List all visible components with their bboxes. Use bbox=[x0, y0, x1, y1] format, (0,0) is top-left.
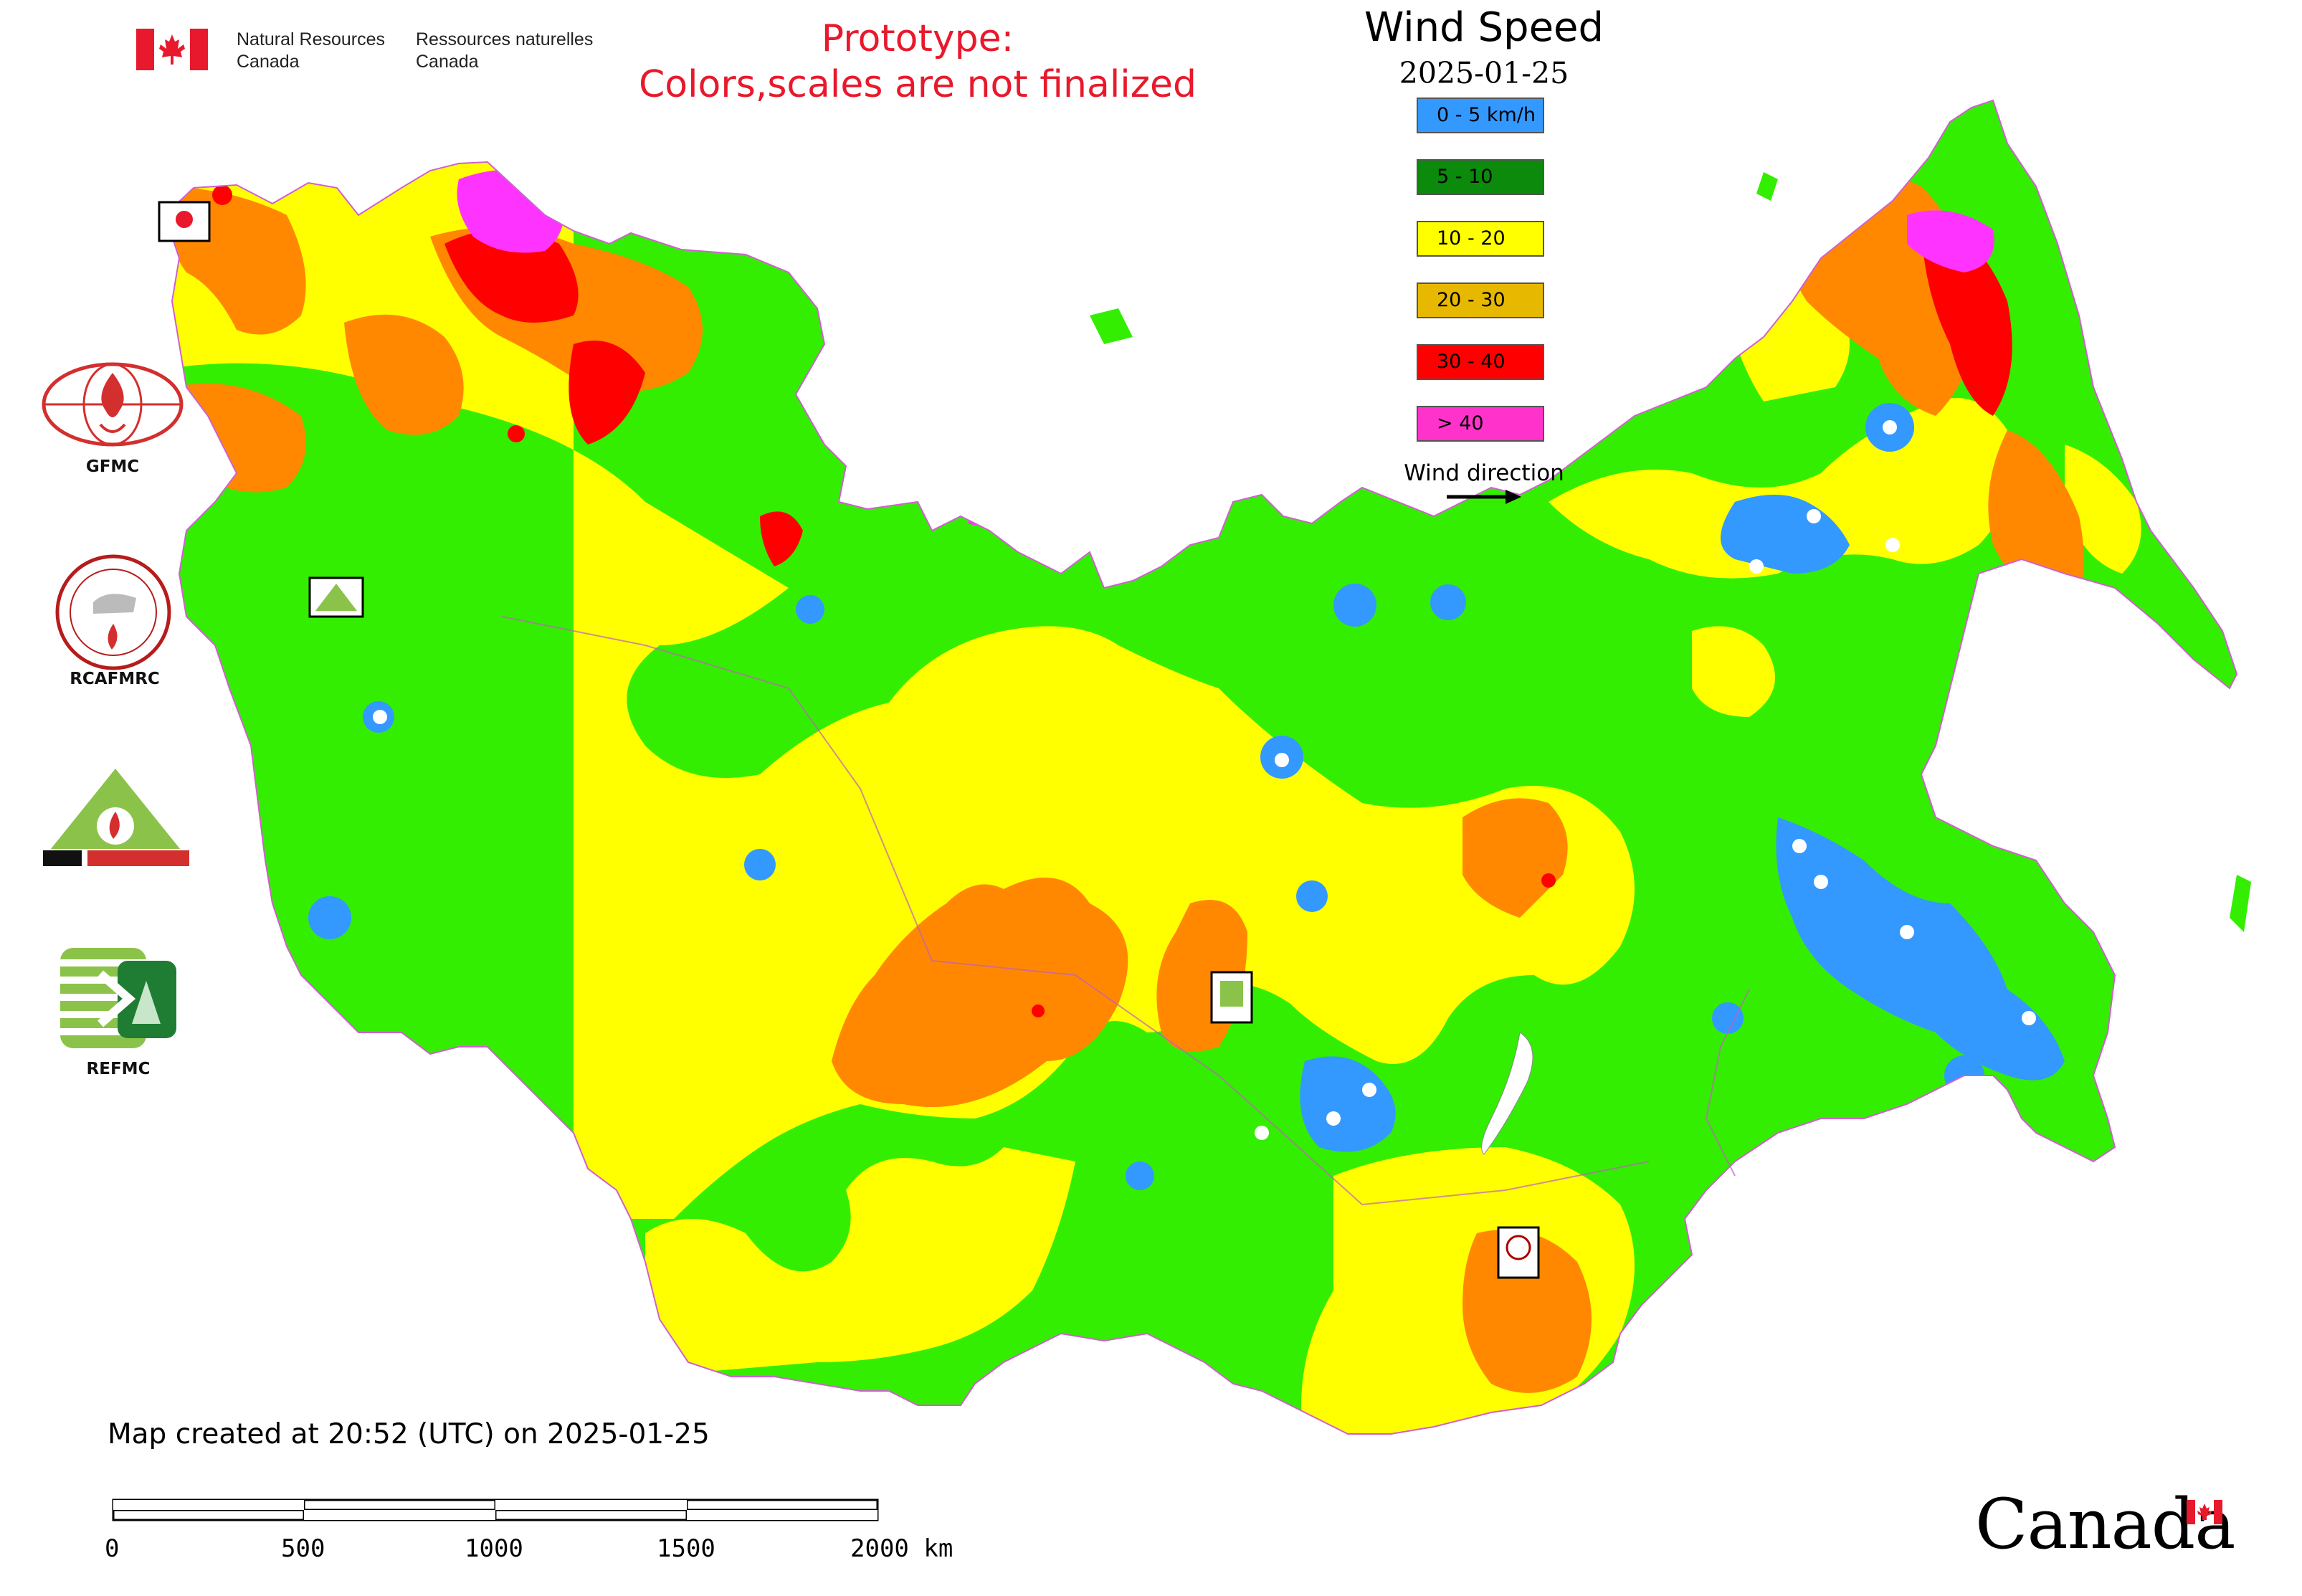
org-fr-line2: Canada bbox=[416, 52, 479, 72]
scale-label-1500: 1500 bbox=[657, 1534, 715, 1563]
scale-label-0: 0 bbox=[105, 1534, 120, 1563]
org-name-fr: Ressources naturelles Canada bbox=[416, 29, 609, 73]
warning-line1: Prototype: bbox=[821, 17, 1014, 60]
legend-title: Wind Speed bbox=[1364, 4, 1604, 51]
reefmc-logo bbox=[37, 764, 194, 879]
scale-label-1000: 1000 bbox=[465, 1534, 523, 1563]
center-marker-rcafmrc[interactable] bbox=[1497, 1226, 1540, 1279]
legend-item-0-5: 0 - 5 km/h bbox=[1417, 98, 1544, 133]
gov-header: Natural Resources Canada Ressources natu… bbox=[136, 29, 617, 79]
gfmc-logo: GFMC bbox=[37, 360, 188, 482]
refmc-sigma-icon bbox=[60, 948, 176, 1048]
rcafmrc-label: RCAFMRC bbox=[70, 670, 160, 688]
wind-direction-label: Wind direction bbox=[1404, 460, 1564, 486]
rcafmrc-logo: RCAFMRC bbox=[50, 552, 179, 695]
center-marker-refmc[interactable] bbox=[1210, 971, 1253, 1024]
org-name-en: Natural Resources Canada bbox=[237, 29, 423, 73]
prototype-warning: Prototype: Colors,scales are not finaliz… bbox=[502, 16, 1333, 108]
center-marker-gfmc[interactable] bbox=[158, 201, 211, 242]
legend-item-10-20: 10 - 20 bbox=[1417, 221, 1544, 257]
canada-wordmark: Canada bbox=[1975, 1484, 2235, 1564]
org-en-line1: Natural Resources bbox=[237, 29, 386, 49]
scale-label-2000: 2000 km bbox=[850, 1534, 953, 1563]
canada-wordmark-flag-icon bbox=[2187, 1500, 2222, 1524]
org-en-line2: Canada bbox=[237, 52, 300, 72]
org-fr-line1: Ressources naturelles bbox=[416, 29, 594, 49]
legend-item-30-40: 30 - 40 bbox=[1417, 344, 1544, 380]
gfmc-globe-icon bbox=[42, 362, 184, 447]
reefmc-triangle-icon bbox=[39, 769, 192, 868]
canada-flag-icon bbox=[136, 29, 208, 70]
scale-bar bbox=[112, 1498, 879, 1521]
legend-item-5-10: 5 - 10 bbox=[1417, 159, 1544, 195]
scale-label-500: 500 bbox=[281, 1534, 325, 1563]
warning-line2: Colors,scales are not finalized bbox=[638, 63, 1197, 106]
gfmc-label: GFMC bbox=[85, 457, 140, 476]
map-created-timestamp: Map created at 20:52 (UTC) on 2025-01-25 bbox=[108, 1418, 710, 1450]
center-marker-reefmc[interactable] bbox=[308, 576, 364, 618]
refmc-logo: REFMC bbox=[57, 945, 179, 1088]
rcafmrc-seal-icon bbox=[55, 554, 171, 670]
wind-direction-arrow-icon bbox=[1447, 490, 1521, 504]
legend-item-20-30: 20 - 30 bbox=[1417, 282, 1544, 318]
legend-date: 2025-01-25 bbox=[1399, 56, 1569, 90]
legend-item-over-40: > 40 bbox=[1417, 406, 1544, 442]
refmc-label: REFMC bbox=[86, 1060, 151, 1078]
